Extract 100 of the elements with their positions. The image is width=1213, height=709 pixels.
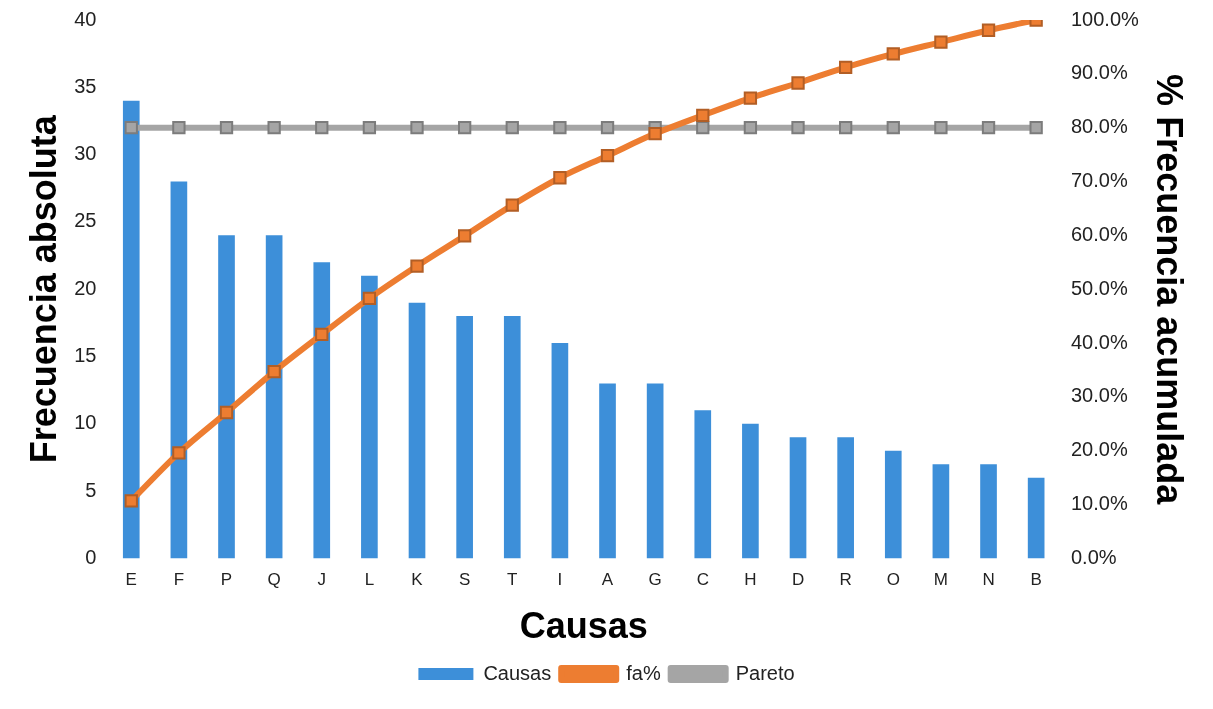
point — [219, 121, 234, 135]
y-tick-label: 0 — [85, 545, 97, 568]
bar — [313, 262, 331, 559]
x-tick-label: N — [982, 570, 995, 590]
y2-tick-label: 50.0% — [1070, 276, 1128, 299]
x-tick-label: E — [125, 570, 137, 590]
bar — [646, 383, 664, 559]
point — [267, 121, 281, 135]
bar — [122, 100, 140, 559]
x-tick-label: H — [744, 570, 757, 590]
point — [505, 198, 519, 212]
y2-tick-label: 70.0% — [1070, 169, 1128, 192]
point — [600, 121, 615, 135]
point — [124, 494, 138, 508]
y-tick-label: 40 — [74, 7, 97, 30]
bar — [789, 437, 807, 559]
x-tick-label: P — [220, 570, 233, 590]
legend-label: Pareto — [735, 661, 795, 684]
y-tick-label: 10 — [74, 411, 97, 434]
point — [267, 364, 281, 379]
point — [410, 259, 424, 273]
point — [791, 76, 805, 90]
bar — [503, 316, 521, 559]
point — [505, 121, 519, 135]
x-tick-label: D — [791, 570, 805, 590]
point — [838, 121, 853, 135]
x-tick-label: M — [933, 570, 948, 590]
y2-tick-label: 30.0% — [1070, 384, 1128, 407]
y-tick-label: 30 — [74, 142, 97, 165]
bar — [1027, 477, 1045, 559]
point — [457, 229, 472, 243]
x-tick-label: L — [364, 570, 375, 590]
y-tick-label: 15 — [74, 344, 97, 367]
y2-tick-label: 100.0% — [1070, 7, 1140, 30]
x-tick-label: K — [411, 570, 424, 590]
x-tick-label: I — [557, 570, 563, 590]
point — [1029, 121, 1043, 135]
point — [934, 121, 948, 135]
y2-tick-label: 60.0% — [1070, 222, 1128, 245]
y2-axis-title: % Frecuencia acumulada — [1149, 74, 1191, 506]
y2-tick-label: 80.0% — [1070, 115, 1128, 138]
point — [600, 149, 615, 163]
bar — [265, 235, 283, 559]
y-tick-label: 25 — [74, 209, 97, 232]
point — [457, 121, 472, 135]
bar — [551, 343, 569, 559]
point — [743, 91, 758, 105]
bar — [170, 181, 188, 559]
y-tick-label: 20 — [74, 276, 97, 299]
point — [172, 121, 186, 135]
point — [315, 327, 329, 342]
point — [362, 291, 377, 306]
y2-tick-label: 10.0% — [1070, 492, 1128, 515]
point — [172, 446, 186, 460]
point — [934, 35, 948, 49]
x-tick-label: T — [507, 570, 518, 590]
y2-tick-label: 90.0% — [1070, 61, 1128, 84]
x-tick-label: G — [648, 570, 662, 590]
point — [886, 121, 900, 135]
point — [362, 121, 377, 135]
point — [315, 121, 329, 135]
point — [219, 405, 234, 420]
bar — [884, 450, 902, 559]
point — [791, 121, 805, 135]
point — [886, 47, 900, 61]
x-tick-label: B — [1030, 570, 1042, 590]
point — [648, 126, 662, 141]
bar — [456, 316, 473, 559]
point — [743, 121, 758, 135]
point — [696, 108, 710, 122]
x-tick-label: R — [839, 570, 852, 590]
y-axis-title: Frecuencia absoluta — [22, 114, 64, 464]
point — [981, 23, 996, 37]
bar — [980, 464, 997, 559]
x-tick-label: C — [696, 570, 709, 590]
point — [981, 121, 996, 135]
point — [553, 171, 567, 185]
x-tick-label: O — [886, 570, 900, 590]
bar — [408, 302, 426, 559]
x-tick-label: Q — [267, 570, 281, 590]
y-tick-label: 5 — [85, 478, 97, 501]
y-tick-label: 35 — [74, 74, 97, 97]
bar — [742, 423, 759, 559]
point — [553, 121, 567, 135]
bar — [218, 235, 235, 559]
x-tick-label: A — [601, 570, 614, 590]
point — [124, 121, 138, 135]
bar — [361, 275, 378, 559]
y2-tick-label: 20.0% — [1070, 438, 1128, 461]
y2-tick-label: 40.0% — [1070, 330, 1128, 353]
legend-label: fa% — [626, 661, 661, 684]
x-axis-title: Causas — [519, 605, 648, 647]
x-tick-label: F — [173, 570, 185, 590]
x-tick-label: J — [317, 570, 327, 590]
point — [696, 121, 710, 135]
legend-label: Causas — [483, 661, 552, 684]
y2-tick-label: 0.0% — [1070, 545, 1117, 568]
point — [838, 60, 853, 75]
point — [410, 121, 424, 135]
bar — [837, 437, 854, 559]
